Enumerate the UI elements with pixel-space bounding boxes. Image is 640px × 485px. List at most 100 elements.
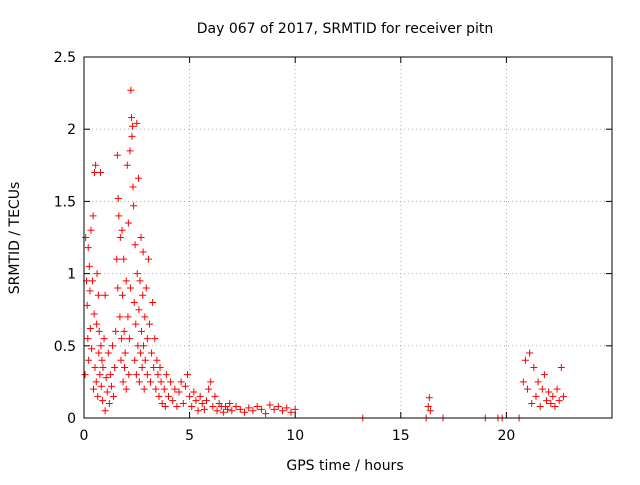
data-point (175, 388, 183, 396)
data-point (545, 388, 553, 396)
data-point (95, 349, 103, 357)
data-point (125, 371, 133, 379)
data-point (192, 397, 200, 405)
data-point (245, 404, 253, 412)
data-point (89, 212, 97, 220)
data-point (103, 388, 111, 396)
data-point (519, 378, 527, 386)
y-tick-label: 1.5 (54, 194, 76, 210)
data-point (129, 122, 137, 130)
data-point (105, 400, 113, 408)
data-point (557, 363, 565, 371)
data-point (124, 219, 132, 227)
data-point (160, 385, 168, 393)
data-point (164, 392, 172, 400)
data-point (84, 335, 92, 343)
data-point (133, 270, 141, 278)
data-point (171, 385, 179, 393)
data-point (116, 234, 124, 241)
data-point (236, 405, 244, 413)
x-tick-label: 5 (185, 428, 194, 444)
data-point (253, 402, 261, 410)
y-tick-label: 2 (67, 122, 76, 138)
data-point (120, 327, 128, 335)
data-point (147, 378, 155, 386)
data-point (100, 335, 108, 343)
x-axis-ticks: 0 5 10 15 20 (80, 57, 515, 444)
data-point (102, 374, 110, 382)
data-point (126, 284, 134, 292)
data-point (112, 327, 120, 335)
data-point (110, 392, 118, 400)
data-point (198, 400, 206, 408)
data-point (104, 349, 112, 357)
data-point (94, 291, 102, 299)
data-point (141, 356, 149, 364)
data-point (90, 385, 98, 393)
data-point (99, 363, 107, 371)
data-point (424, 402, 432, 410)
data-point (122, 385, 130, 393)
data-point (232, 402, 240, 410)
data-point (98, 356, 106, 364)
data-point (109, 342, 117, 350)
data-point (179, 400, 187, 408)
data-point (113, 255, 121, 263)
data-point (536, 402, 544, 410)
data-point (549, 392, 557, 400)
data-point (538, 385, 546, 393)
data-point (148, 349, 156, 357)
data-point (118, 226, 126, 234)
data-point (143, 335, 151, 343)
x-tick-label: 10 (286, 428, 304, 444)
data-point (125, 335, 133, 343)
data-point (101, 291, 109, 299)
data-point (173, 402, 181, 410)
data-point (88, 345, 96, 353)
data-point (126, 147, 134, 155)
data-point (131, 356, 139, 364)
data-point (106, 371, 114, 379)
data-point (209, 402, 217, 410)
data-point (114, 195, 122, 203)
data-point (87, 226, 95, 234)
data-point (547, 400, 555, 408)
data-point (129, 183, 137, 191)
chart-title: Day 067 of 2017, SRMTID for receiver pit… (197, 21, 494, 37)
data-point (122, 277, 130, 285)
data-point (241, 408, 249, 416)
data-point (116, 313, 124, 321)
data-point (130, 298, 138, 306)
data-point (140, 342, 148, 350)
data-point (156, 363, 164, 371)
data-point (207, 378, 215, 386)
data-point (213, 407, 221, 415)
data-point (113, 151, 121, 159)
data-point (141, 313, 149, 321)
data-point (117, 356, 125, 364)
data-point (177, 378, 185, 386)
plot-frame (83, 56, 613, 419)
data-point (86, 287, 94, 295)
data-point (150, 363, 158, 371)
data-point (540, 371, 548, 379)
data-point (219, 408, 227, 416)
data-point (137, 234, 145, 241)
data-point (84, 244, 92, 252)
data-points (81, 86, 567, 422)
data-point (543, 397, 551, 405)
data-point (97, 382, 105, 390)
data-point (257, 405, 265, 413)
data-point (249, 407, 257, 415)
data-point (91, 169, 99, 177)
data-point (128, 132, 136, 140)
data-point (118, 335, 126, 343)
data-point (83, 301, 91, 309)
data-point (94, 392, 102, 400)
data-point (157, 378, 165, 386)
data-point (143, 371, 151, 379)
data-point (521, 356, 529, 364)
data-point (101, 407, 109, 415)
data-point (196, 392, 204, 400)
